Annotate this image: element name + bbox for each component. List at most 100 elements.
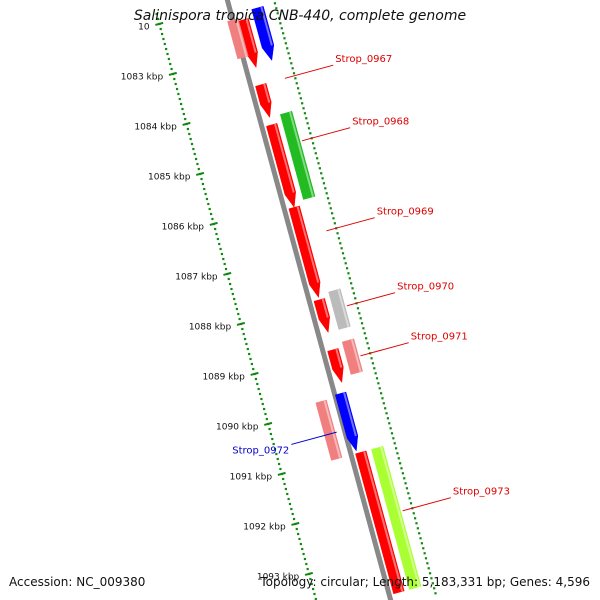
ring-dot xyxy=(292,72,296,75)
ruler-dot xyxy=(184,117,187,121)
ruler-dot xyxy=(160,32,164,36)
ruler-dot xyxy=(222,257,225,261)
ring-dot xyxy=(356,307,360,310)
ring-dot xyxy=(377,382,380,385)
ruler-dot xyxy=(224,267,228,271)
gene-arrow xyxy=(288,205,321,299)
ruler-dot xyxy=(288,502,292,506)
ruler-dot xyxy=(170,67,173,71)
ring-dot xyxy=(390,432,394,435)
ruler-dot xyxy=(265,417,268,421)
ruler-dot xyxy=(159,27,162,31)
ruler-dot xyxy=(207,202,210,206)
gene-arrow xyxy=(315,399,343,461)
ruler-dot xyxy=(306,567,309,571)
ring-dot xyxy=(370,357,373,360)
ruler-dot xyxy=(272,442,275,446)
kbp-tick-label: 1083 kbp xyxy=(121,73,164,83)
ruler-dot xyxy=(205,197,209,201)
gene-highlight xyxy=(363,451,404,592)
gene-arrow xyxy=(371,445,422,590)
ruler-dot xyxy=(298,537,301,541)
ring-dot xyxy=(385,412,388,415)
ring-dot xyxy=(287,52,290,55)
gene-label-leader xyxy=(402,497,452,512)
ring-dot xyxy=(343,257,346,260)
gene-highlight xyxy=(323,400,341,459)
ring-dot xyxy=(386,417,389,420)
ring-dot xyxy=(326,197,330,200)
ring-dot xyxy=(378,387,381,390)
ruler-dot xyxy=(233,297,236,301)
ring-dot xyxy=(286,47,289,50)
ring-dot xyxy=(400,467,403,470)
ruler-dot xyxy=(174,82,177,86)
ring-dot xyxy=(419,537,422,540)
ruler-dot xyxy=(215,232,218,236)
ring-dot xyxy=(307,127,311,130)
ruler-dot xyxy=(223,262,226,266)
ruler-dot xyxy=(235,307,239,311)
ring-dot xyxy=(290,62,293,65)
ruler-dot xyxy=(284,487,287,491)
kbp-tick-label: 1084 kbp xyxy=(134,123,177,133)
ruler-dot xyxy=(211,217,214,221)
kbp-tick xyxy=(263,421,273,426)
ring-dot xyxy=(367,347,370,350)
ring-dot xyxy=(317,162,320,165)
ring-dot xyxy=(379,392,383,395)
ring-dot xyxy=(314,152,317,155)
ring-dot xyxy=(373,367,376,370)
ring-dot xyxy=(409,502,413,505)
genome-backbone xyxy=(224,0,394,600)
kbp-tick-label: 10 xyxy=(138,23,150,33)
ring-dot xyxy=(309,132,312,135)
kbp-tick-label: 1090 kbp xyxy=(216,423,259,433)
ring-dot xyxy=(397,457,400,460)
gene-arrow xyxy=(341,338,363,375)
ring-dot xyxy=(408,497,411,500)
ring-dot xyxy=(329,207,332,210)
ring-dot xyxy=(301,102,304,105)
kbp-tick-label: 1085 kbp xyxy=(148,173,191,183)
ruler-dot xyxy=(291,512,294,516)
ring-dot xyxy=(344,262,347,265)
ring-dot xyxy=(303,112,306,115)
gene-arrow xyxy=(328,288,351,330)
ring-dot xyxy=(382,402,385,405)
ruler-dot xyxy=(193,152,196,156)
ruler-dot xyxy=(173,77,176,81)
ring-dot xyxy=(299,97,302,100)
ring-dot xyxy=(294,77,297,80)
ring-dot xyxy=(363,332,366,335)
ruler-dot xyxy=(180,102,183,106)
ring-dot xyxy=(291,67,294,70)
ruler-dot xyxy=(167,57,170,61)
ruler-dot xyxy=(303,557,307,561)
ruler-dot xyxy=(273,447,277,451)
gene-features xyxy=(227,5,422,595)
ruler-dot xyxy=(216,237,219,241)
gene-highlight xyxy=(321,298,329,318)
kbp-tick-label: 1089 kbp xyxy=(202,373,245,383)
gene-arrow xyxy=(266,123,296,209)
ring-dot xyxy=(399,462,402,465)
ring-dot xyxy=(351,287,354,290)
ruler-dot xyxy=(186,127,190,131)
ring-dot xyxy=(352,292,355,295)
ring-dot xyxy=(431,582,434,585)
ring-dot xyxy=(426,562,429,565)
ruler-dot xyxy=(302,552,305,556)
genome-summary-text: Topology: circular; Length: 5,183,331 bp… xyxy=(260,575,590,589)
ruler-dot xyxy=(287,497,290,501)
ruler-dot xyxy=(177,92,180,96)
ring-dot xyxy=(341,252,345,255)
kbp-tick-label: 1088 kbp xyxy=(189,323,232,333)
ruler-dot xyxy=(312,587,315,591)
ring-dot xyxy=(348,277,351,280)
ring-dot xyxy=(284,42,287,45)
ruler-dot xyxy=(182,112,185,116)
ruler-dot xyxy=(155,12,158,16)
gene-label: Strop_0969 xyxy=(377,207,434,218)
